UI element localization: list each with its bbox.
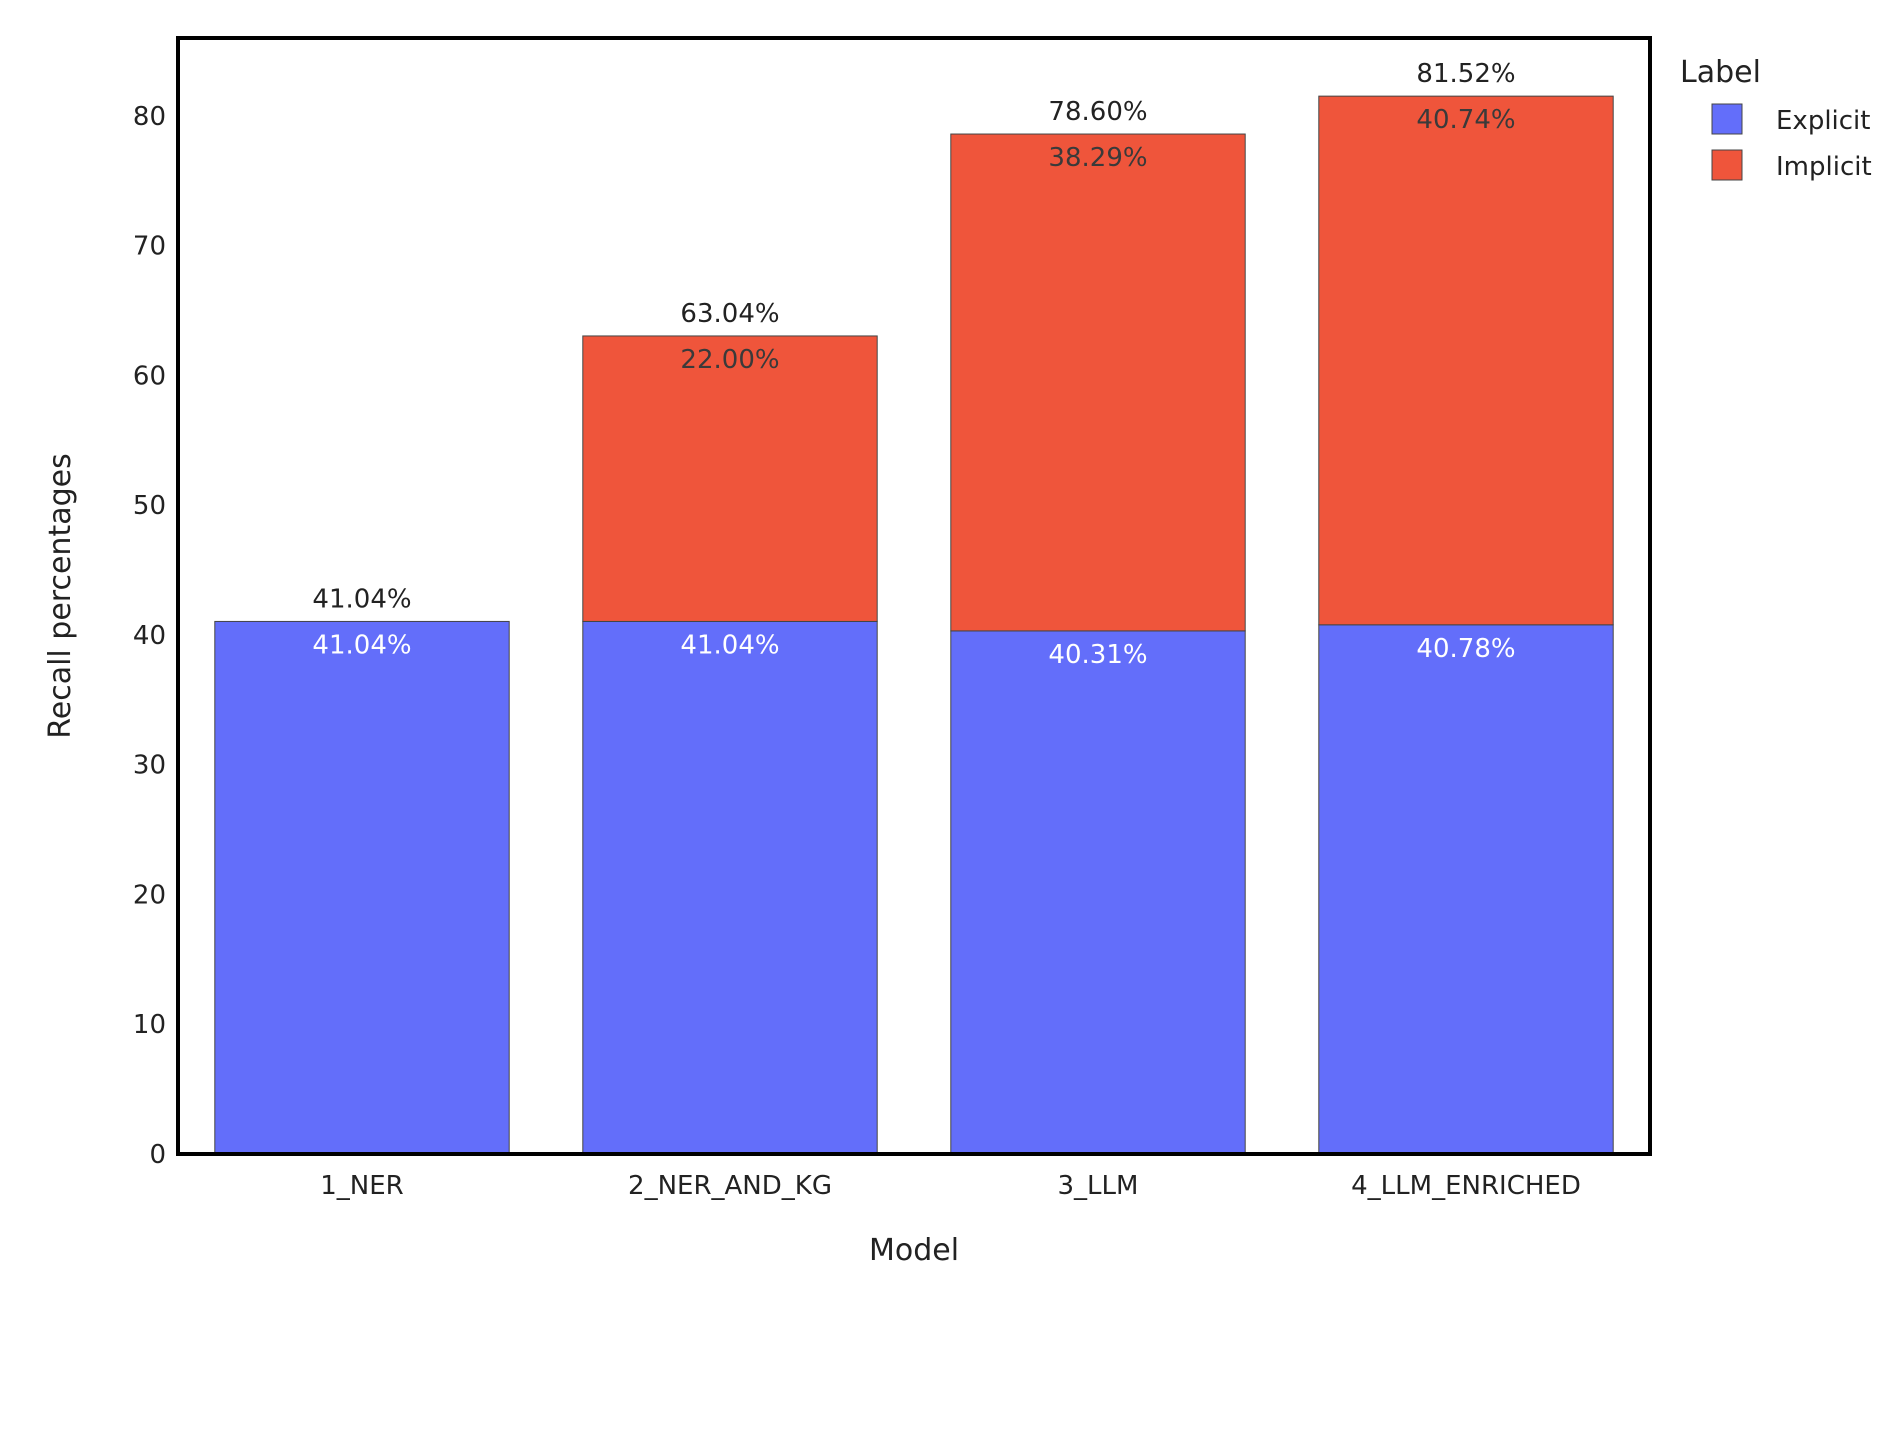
total-label-4: 81.52% [1416,59,1515,89]
legend-label-explicit: Explicit [1776,106,1870,136]
legend-label-implicit: Implicit [1776,152,1872,182]
segment-label-implicit-4: 40.74% [1416,105,1515,135]
x-tick-label-4: 4_LLM_ENRICHED [1351,1171,1581,1201]
segment-label-explicit-2: 41.04% [680,630,779,660]
legend-swatch-explicit [1711,103,1743,135]
y-tick-label-80: 80 [133,102,166,132]
bar-explicit-2 [582,620,878,1155]
bar-implicit-4 [1318,95,1614,626]
legend-swatch-implicit [1711,149,1743,181]
bar-explicit-3 [950,630,1246,1155]
bar-explicit-1 [214,620,510,1155]
y-tick-label-10: 10 [133,1010,166,1040]
total-label-1: 41.04% [312,584,411,614]
x-axis-title: Model [869,1233,959,1268]
segment-label-implicit-3: 38.29% [1048,143,1147,173]
segment-labels-layer: 41.04% 41.04% 22.00% 40.31% 38.29% 40.78% 40.7… [312,105,1515,670]
y-tick-label-30: 30 [133,751,166,781]
plot-frame [176,36,1652,1156]
bar-implicit-3 [950,133,1246,632]
y-tick-label-20: 20 [133,880,166,910]
y-axis-ticks: 0 10 20 30 40 50 60 70 80 [133,102,166,1170]
y-tick-label-0: 0 [149,1140,166,1170]
y-axis-title: Recall percentages [43,453,78,738]
x-tick-label-3: 3_LLM [1058,1171,1139,1201]
y-tick-label-70: 70 [133,232,166,262]
bar-explicit-4 [1318,624,1614,1155]
bars-layer [214,95,1614,1155]
y-tick-label-60: 60 [133,361,166,391]
y-tick-label-40: 40 [133,621,166,651]
legend-items: Explicit Implicit [1711,103,1872,182]
y-tick-label-50: 50 [133,491,166,521]
legend: Label Explicit Implicit [1680,55,1872,182]
total-label-3: 78.60% [1048,97,1147,127]
segment-label-explicit-3: 40.31% [1048,640,1147,670]
segment-label-explicit-4: 40.78% [1416,634,1515,664]
total-label-2: 63.04% [680,299,779,329]
x-axis-ticks: 1_NER 2_NER_AND_KG 3_LLM 4_LLM_ENRICHED [320,1171,1581,1201]
legend-title: Label [1680,55,1761,90]
bar-implicit-2 [582,335,878,622]
total-labels-layer: 41.04% 63.04% 78.60% 81.52% [312,59,1515,614]
x-tick-label-1: 1_NER [320,1171,403,1201]
x-tick-label-2: 2_NER_AND_KG [628,1171,832,1201]
segment-label-explicit-1: 41.04% [312,630,411,660]
segment-label-implicit-2: 22.00% [680,345,779,375]
